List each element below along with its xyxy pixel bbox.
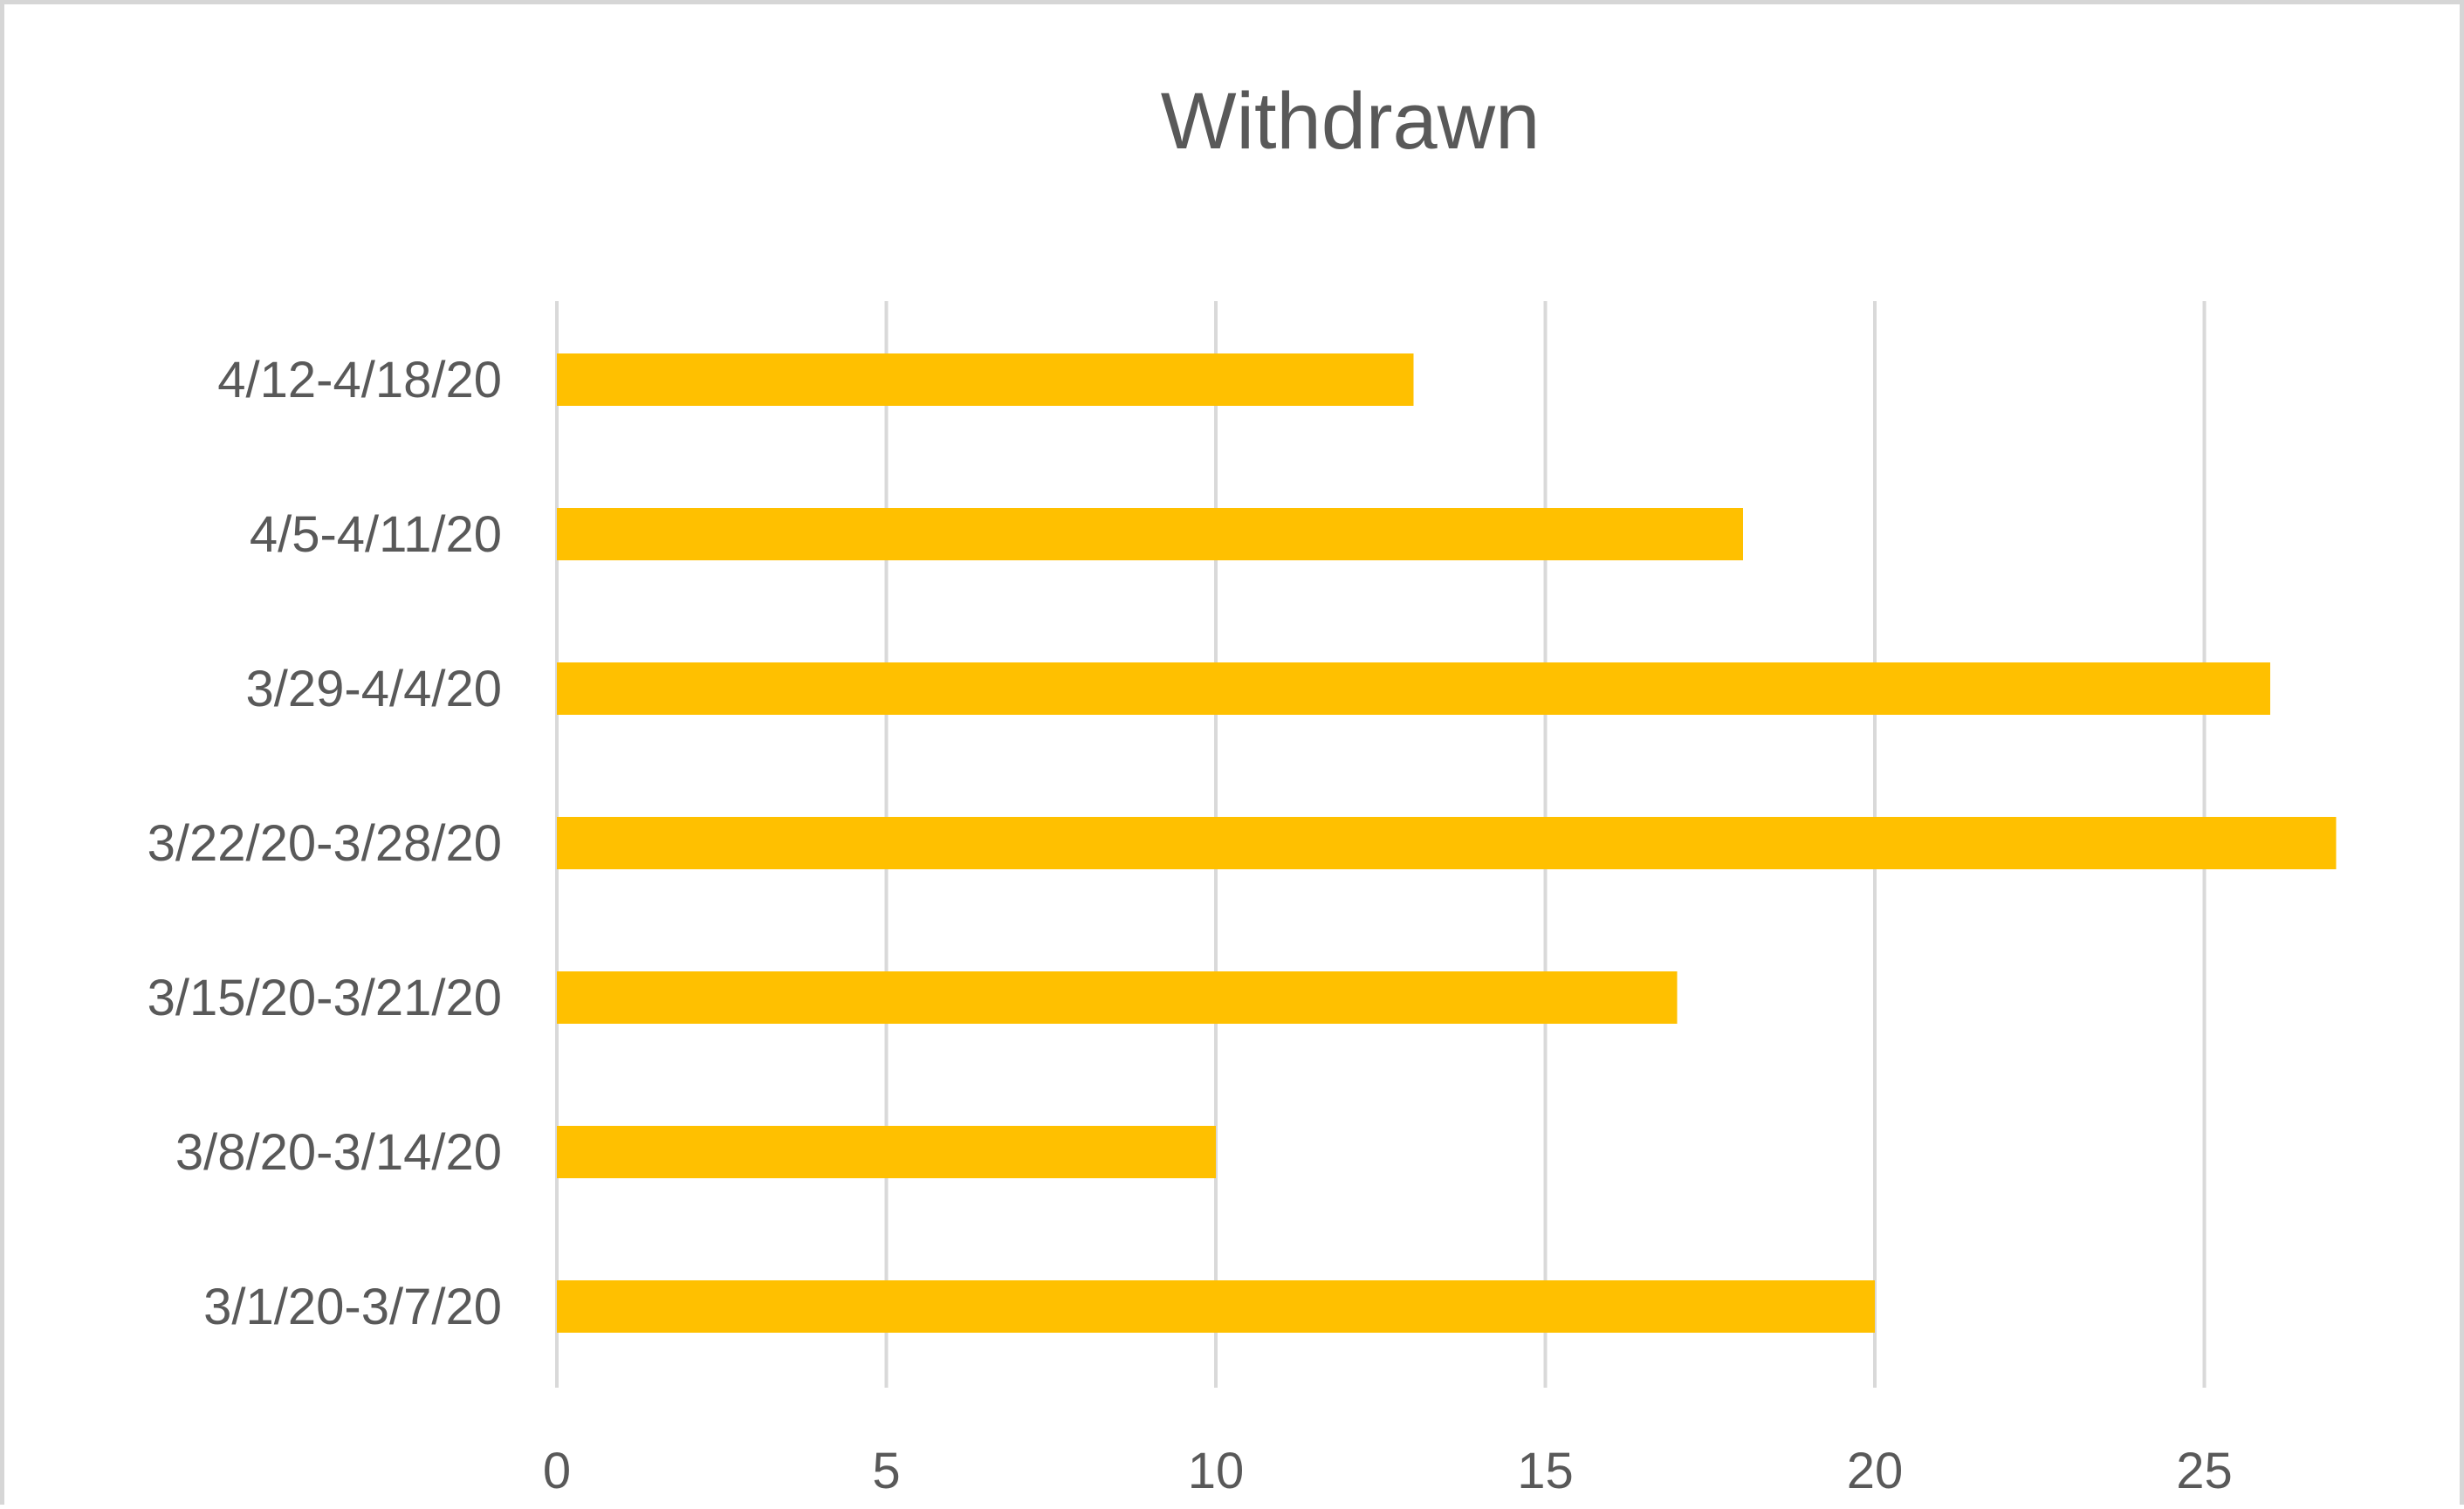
x-tick-label: 10 — [1188, 1443, 1245, 1499]
bar-2 — [557, 508, 1743, 560]
bar-7 — [557, 1280, 1875, 1333]
category-label: 3/29-4/4/20 — [246, 661, 502, 717]
category-label: 3/1/20-3/7/20 — [203, 1279, 502, 1335]
category-label: 3/8/20-3/14/20 — [175, 1124, 502, 1181]
category-label: 3/15/20-3/21/20 — [148, 970, 502, 1026]
x-tick-label: 25 — [2176, 1443, 2233, 1499]
bars — [557, 353, 2337, 1333]
bar-5 — [557, 971, 1678, 1024]
chart-title: Withdrawn — [1161, 77, 1541, 166]
category-label: 3/22/20-3/28/20 — [148, 815, 502, 872]
bar-3 — [557, 662, 2270, 715]
category-labels: 4/12-4/18/20 4/5-4/11/20 3/29-4/4/20 3/22/2… — [148, 352, 502, 1335]
bar-6 — [557, 1126, 1216, 1178]
bar-chart: Withdrawn 4/12-4/18/20 4/5-4/11/20 3/29-4/… — [148, 77, 2337, 1499]
x-axis-tick-labels: 0 5 10 15 20 25 — [543, 1443, 2233, 1499]
x-tick-label: 20 — [1847, 1443, 1904, 1499]
bar-4 — [557, 817, 2337, 869]
x-tick-label: 15 — [1517, 1443, 1574, 1499]
x-tick-label: 5 — [872, 1443, 900, 1499]
category-label: 4/12-4/18/20 — [217, 352, 502, 408]
bar-1 — [557, 353, 1414, 406]
category-label: 4/5-4/11/20 — [250, 506, 502, 563]
x-tick-label: 0 — [543, 1443, 571, 1499]
